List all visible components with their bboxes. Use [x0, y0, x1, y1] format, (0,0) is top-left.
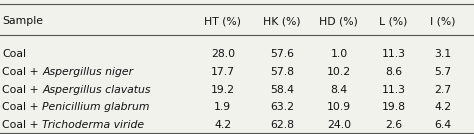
Text: 17.7: 17.7	[211, 67, 235, 77]
Text: 8.6: 8.6	[385, 67, 402, 77]
Text: I (%): I (%)	[430, 16, 456, 26]
Text: Aspergillus clavatus: Aspergillus clavatus	[43, 85, 151, 95]
Text: 19.2: 19.2	[211, 85, 235, 95]
Text: Sample: Sample	[2, 16, 43, 26]
Text: 63.2: 63.2	[270, 102, 294, 112]
Text: 11.3: 11.3	[382, 49, 405, 59]
Text: Coal +: Coal +	[2, 85, 43, 95]
Text: Coal +: Coal +	[2, 67, 43, 77]
Text: Trichoderma viride: Trichoderma viride	[43, 120, 145, 130]
Text: 8.4: 8.4	[330, 85, 347, 95]
Text: HK (%): HK (%)	[263, 16, 301, 26]
Text: 57.6: 57.6	[270, 49, 294, 59]
Text: 10.2: 10.2	[327, 67, 351, 77]
Text: Coal: Coal	[2, 49, 27, 59]
Text: 6.4: 6.4	[435, 120, 452, 130]
Text: 57.8: 57.8	[270, 67, 294, 77]
Text: 24.0: 24.0	[327, 120, 351, 130]
Text: 11.3: 11.3	[382, 85, 405, 95]
Text: Coal +: Coal +	[2, 102, 43, 112]
Text: 1.9: 1.9	[214, 102, 231, 112]
Text: 4.2: 4.2	[435, 102, 452, 112]
Text: 2.6: 2.6	[385, 120, 402, 130]
Text: 4.2: 4.2	[214, 120, 231, 130]
Text: Coal +: Coal +	[2, 120, 43, 130]
Text: 3.1: 3.1	[435, 49, 452, 59]
Text: 62.8: 62.8	[270, 120, 294, 130]
Text: HD (%): HD (%)	[319, 16, 358, 26]
Text: L (%): L (%)	[379, 16, 408, 26]
Text: 1.0: 1.0	[330, 49, 347, 59]
Text: 2.7: 2.7	[435, 85, 452, 95]
Text: 19.8: 19.8	[382, 102, 405, 112]
Text: HT (%): HT (%)	[204, 16, 241, 26]
Text: 5.7: 5.7	[435, 67, 452, 77]
Text: 58.4: 58.4	[270, 85, 294, 95]
Text: Penicillium glabrum: Penicillium glabrum	[43, 102, 150, 112]
Text: 10.9: 10.9	[327, 102, 351, 112]
Text: 28.0: 28.0	[211, 49, 235, 59]
Text: Aspergillus niger: Aspergillus niger	[43, 67, 134, 77]
